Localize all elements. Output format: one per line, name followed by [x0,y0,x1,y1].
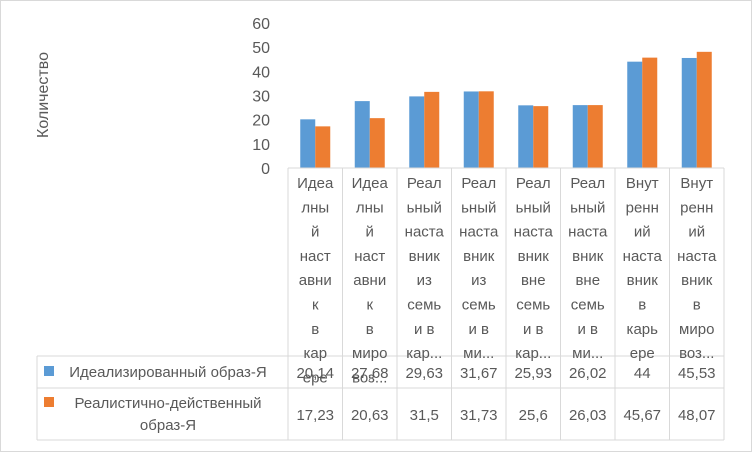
category-label: Идеа лны й наст авни к в миро воз... [352,175,389,386]
data-table: Идеа лны й наст авни к в кар ере Идеа лны й наст авни… [36,167,725,441]
bar-series-2 [369,118,385,168]
bar-series-2 [642,57,658,169]
bar-series-1 [463,91,479,168]
y-axis-label: Количество [35,52,52,138]
data-cell: 25,93 [514,365,552,382]
data-cell: 20,14 [296,365,334,382]
data-cell: 44 [634,365,651,382]
category-label: Реал ьный наста вник вне семь и в ми... [568,175,608,362]
data-cell: 26,03 [569,407,607,424]
category-label: Идеа лны й наст авни к в кар ере [297,175,334,386]
bars [300,51,712,169]
y-tick-label: 0 [261,161,270,178]
bar-series-2 [696,51,712,168]
y-tick-label: 20 [252,113,270,130]
bar-series-2 [587,105,603,168]
y-tick-label: 10 [252,137,270,154]
data-cell: 45,53 [678,365,716,382]
data-cell: 25,6 [519,407,548,424]
bar-series-1 [354,101,370,168]
y-tick-label: 30 [252,89,270,106]
y-tick-label: 50 [252,40,270,57]
bar-series-2 [424,91,440,168]
bar-series-1 [627,61,643,168]
bar-series-1 [409,96,425,168]
legend-swatch [44,397,54,407]
y-tick-label: 60 [252,16,270,33]
category-label: Внут ренн ий наста вник в миро воз... [677,175,717,362]
data-cell: 31,73 [460,407,498,424]
legend-label: Идеализированный образ-Я [69,364,266,381]
bar-series-1 [518,105,534,168]
data-cell: 29,63 [405,365,443,382]
y-tick-label: 40 [252,64,270,81]
category-label: Реал ьный наста вник из семь и в ми... [459,175,499,362]
category-label: Внут ренн ий наста вник в карь ере [623,175,663,362]
legend-swatch [44,366,54,376]
data-cell: 17,23 [296,407,334,424]
category-label: Реал ьный наста вник из семь и в кар... [405,175,445,362]
bar-series-2 [533,106,549,168]
data-cell: 27,68 [351,365,389,382]
bar-series-1 [300,119,316,168]
data-cell: 20,63 [351,407,389,424]
data-cell: 48,07 [678,407,716,424]
data-cell: 31,5 [410,407,439,424]
bar-series-2 [478,91,494,168]
y-axis-ticks: 0 10 20 30 40 50 60 [252,16,270,178]
legend-label: Реалистично-действенный образ-Я [74,395,261,434]
bar-series-1 [572,105,588,168]
category-label: Реал ьный наста вник вне семь и в кар... [514,175,554,362]
data-cell: 31,67 [460,365,498,382]
data-cell: 26,02 [569,365,607,382]
bar-series-1 [681,57,697,169]
data-cell: 45,67 [623,407,661,424]
bar-series-2 [315,126,331,168]
